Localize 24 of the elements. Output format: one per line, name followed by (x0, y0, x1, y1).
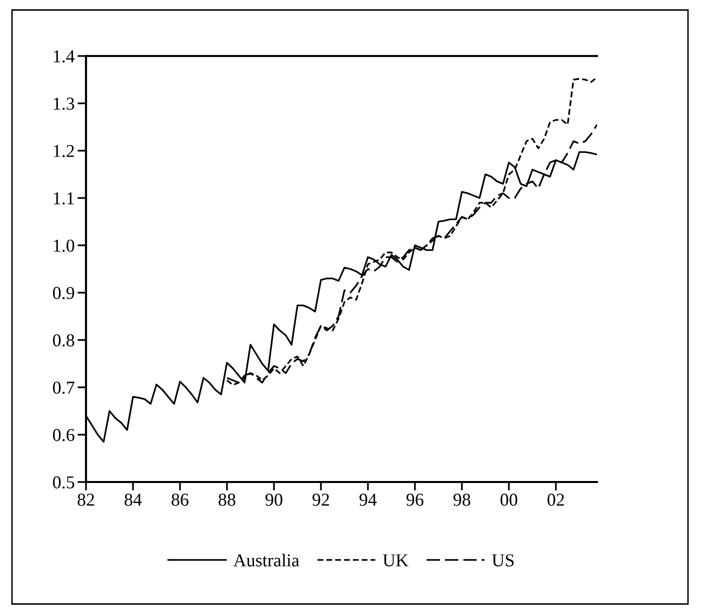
legend-label: Australia (233, 554, 300, 566)
y-tick-label: 1.2 (54, 144, 74, 158)
x-tick-label: 00 (500, 494, 518, 506)
y-tick-label: 0.7 (53, 382, 74, 394)
legend-label: US (492, 554, 514, 566)
x-tick-label: 94 (359, 494, 377, 506)
x-tick-label: 90 (266, 494, 282, 506)
y-tick-label: 1.3 (54, 98, 74, 110)
x-tick-label: 02 (548, 494, 564, 506)
y-tick-label: 1.1 (54, 192, 74, 205)
x-tick-label: 86 (172, 494, 188, 506)
y-tick-label: 0.8 (53, 334, 74, 347)
x-tick-label: 96 (406, 494, 424, 506)
y-tick-label: 1.4 (54, 50, 75, 63)
x-tick-label: 84 (124, 494, 142, 506)
y-tick-label: 0.6 (53, 428, 74, 442)
y-tick-label: 1.0 (54, 240, 74, 252)
x-tick-label: 82 (78, 494, 94, 506)
x-tick-label: 88 (218, 494, 236, 506)
y-tick-label: 0.5 (53, 476, 74, 489)
legend-label: UK (382, 554, 408, 566)
x-tick-label: 98 (453, 494, 470, 506)
x-tick-label: 92 (312, 494, 329, 506)
y-tick-label: 0.9 (53, 286, 74, 300)
